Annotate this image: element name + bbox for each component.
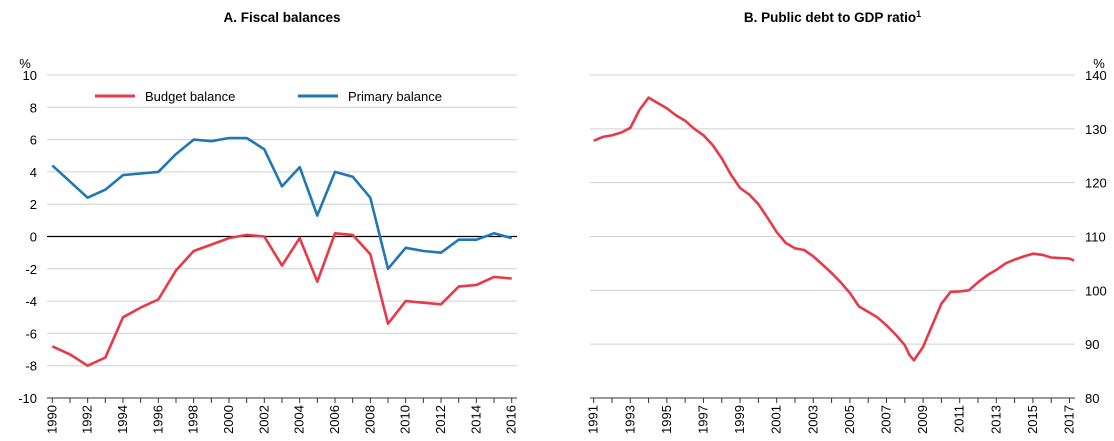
series-line [593,96,1075,362]
legend-label: Primary balance [348,89,442,104]
title-text: B. Public debt to GDP ratio [744,10,916,25]
title-note: 1 [916,9,921,19]
y-tick-label: -6 [25,326,37,341]
y-tick-label: 0 [30,230,37,245]
y-unit: % [1093,56,1105,71]
y-unit: % [19,56,31,71]
x-tick-label: 2016 [504,405,519,434]
x-tick-label: 1993 [622,405,637,434]
y-tick-label: 2 [30,197,37,212]
y-tick-label: 120 [1085,176,1107,191]
y-tick-label: 110 [1085,230,1106,245]
x-tick-label: 2004 [292,405,307,434]
x-tick-label: 2002 [256,405,271,434]
x-tick-label: 1999 [732,405,747,434]
y-tick-label: 130 [1085,122,1107,137]
x-tick-label: 2006 [327,405,342,434]
y-tick-label: -10 [18,391,37,406]
x-tick-label: 1995 [659,405,674,434]
x-tick-label: 1998 [186,405,201,434]
x-tick-label: 2000 [221,405,236,434]
y-tick-label: -2 [25,262,37,277]
title-text: A. Fiscal balances [223,10,340,25]
x-tick-label: 2012 [433,405,448,434]
x-tick-label: 2008 [362,405,377,434]
x-tick-label: 1990 [44,405,59,434]
panel-title: B. Public debt to GDP ratio1 [744,9,921,25]
panel-title: A. Fiscal balances [223,10,340,25]
series-line [51,136,513,271]
x-tick-label: 2009 [915,405,930,434]
x-tick-label: 1994 [115,405,130,434]
x-tick-label: 1992 [80,405,95,434]
x-tick-label: 2017 [1062,405,1077,434]
x-tick-label: 2007 [878,405,893,434]
y-tick-label: 6 [30,133,37,148]
x-tick-label: 2014 [468,405,483,434]
x-tick-label: 2015 [1025,405,1040,434]
x-tick-label: 2003 [805,405,820,434]
x-tick-label: 2013 [988,405,1003,434]
x-tick-label: 1997 [695,405,710,434]
x-tick-label: 1996 [150,405,165,434]
y-tick-label: -4 [25,294,37,309]
x-tick-label: 2001 [769,405,784,434]
y-tick-label: 8 [30,100,37,115]
x-tick-label: 2010 [398,405,413,434]
legend-label: Budget balance [145,89,235,104]
y-tick-label: -8 [25,359,37,374]
y-tick-label: 100 [1085,283,1107,298]
x-tick-label: 2005 [842,405,857,434]
series-line [51,232,512,368]
x-tick-label: 1991 [586,405,601,434]
x-tick-label: 2011 [952,405,967,433]
y-tick-label: 140 [1085,68,1107,83]
y-tick-label: 4 [30,165,37,180]
y-tick-label: 10 [23,68,37,83]
y-tick-label: 90 [1085,337,1099,352]
y-tick-label: 80 [1085,391,1099,406]
